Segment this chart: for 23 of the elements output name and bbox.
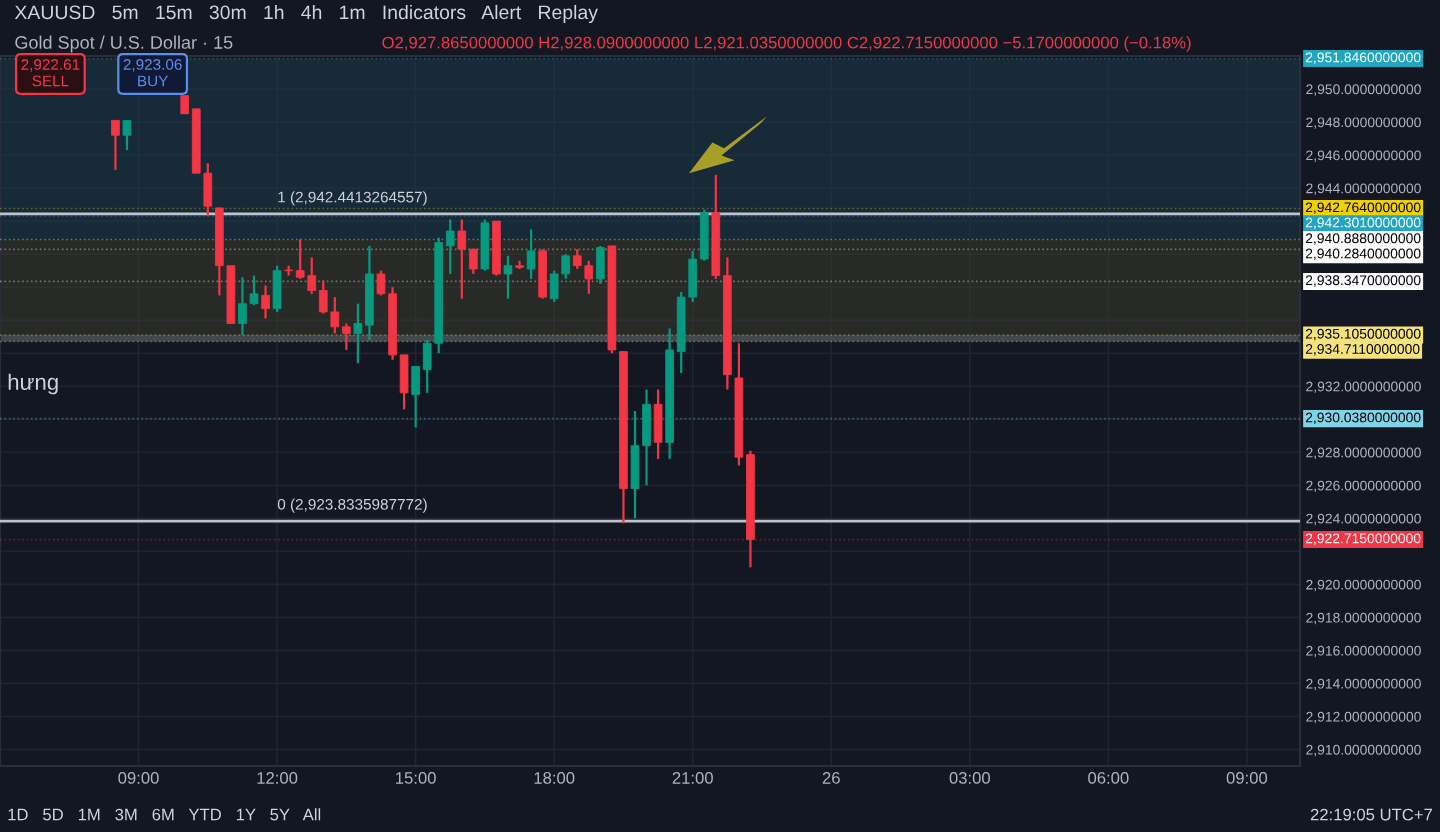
text: XAUUSD 5m 15m 30m 1h 4h 1m Indicators Alert Replay: [14, 4, 598, 24]
x-tick-label: 03:00: [949, 772, 991, 784]
x-tick-label: 15:00: [396, 772, 436, 784]
x-tick-label: 21:00: [672, 772, 713, 784]
x-tick-label: 06:00: [1088, 772, 1129, 784]
candlestick: [538, 248, 547, 300]
candlestick: [261, 284, 270, 320]
candlestick: [503, 254, 513, 300]
annotation: hưng: [8, 373, 58, 395]
x-tick-label: 09:00: [1226, 772, 1268, 784]
candlestick: [653, 388, 663, 460]
candlestick: [480, 218, 490, 272]
text: 1D 5D 1M 3M 6M YTD 1Y 5Y All: [8, 808, 321, 821]
chart-title: Gold Spot / U.S. Dollar · 15: [15, 35, 233, 53]
x-tick-label: 09:00: [118, 772, 159, 784]
x-tick-label: 18:00: [534, 772, 575, 784]
x-tick-label: 26: [822, 772, 840, 784]
candlestick: [272, 264, 282, 314]
x-tick-label: 12:00: [257, 772, 298, 784]
candlestick: [526, 228, 536, 281]
candlestick: [596, 244, 605, 285]
text: 22:19:05 UTC+7: [1310, 808, 1432, 821]
chart-subtitle: O2,927.8650000000 H2,928.0900000000 L2,921.0350000000 C2,922.7150000000 −5.1700000000 (−0.18%): [382, 36, 1191, 52]
